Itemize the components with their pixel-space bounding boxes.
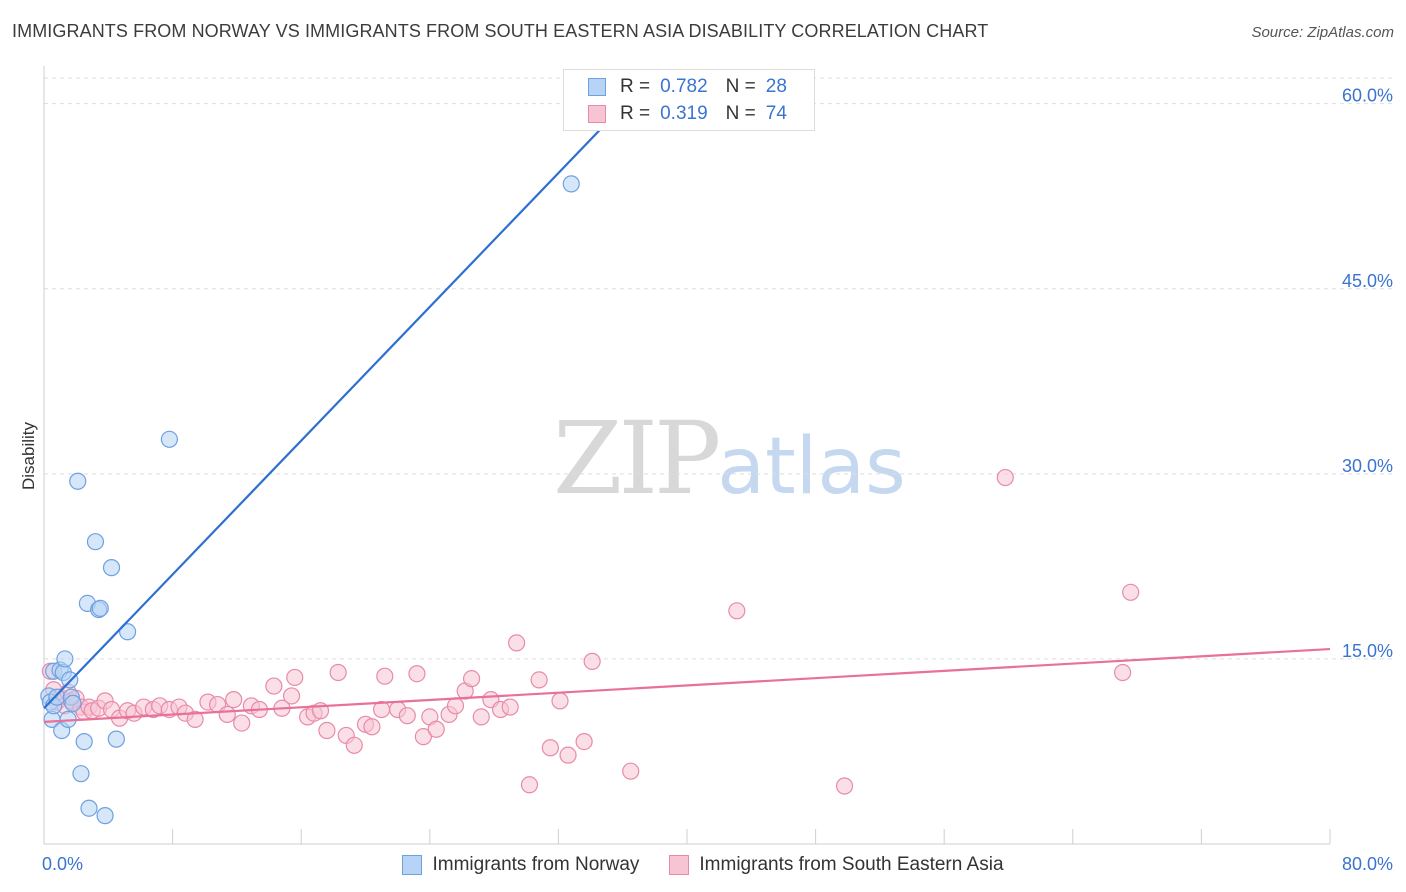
legend-label-norway: Immigrants from Norway: [432, 854, 640, 875]
data-points: [40, 175, 1140, 825]
data-point-sea: [622, 762, 640, 780]
data-point-sea: [376, 667, 394, 685]
legend-swatch-sea: [588, 105, 606, 123]
data-point-sea: [345, 736, 363, 754]
data-point-sea: [363, 718, 381, 736]
tick-labels: 15.0% 30.0% 45.0% 60.0% 0.0% 80.0%: [42, 86, 1393, 874]
data-point-sea: [835, 777, 854, 795]
data-point-sea: [559, 746, 577, 764]
data-point-sea: [329, 663, 347, 682]
data-point-norway: [107, 730, 125, 748]
data-point-sea: [265, 677, 283, 695]
data-point-norway: [56, 650, 74, 668]
legend-swatch-norway: [402, 855, 423, 875]
data-point-sea: [186, 710, 204, 728]
correlation-legend: R = 0.782 N = 28 R = 0.319 N = 74: [563, 69, 815, 131]
data-point-norway: [118, 623, 137, 641]
data-point-sea: [575, 732, 593, 751]
data-point-sea: [286, 668, 304, 687]
legend-r-value-sea: 0.319: [660, 103, 708, 124]
data-point-sea: [218, 705, 236, 724]
watermark: ZIPatlas: [553, 400, 906, 517]
legend-r-value-norway: 0.782: [660, 76, 708, 97]
legend-r-label: R =: [620, 103, 651, 124]
y-tick-label: 15.0%: [1342, 641, 1393, 661]
trend-lines: [43, 105, 1331, 723]
data-point-sea: [427, 720, 445, 738]
data-point-sea: [530, 671, 548, 689]
legend-swatch-norway: [588, 78, 606, 96]
watermark-zip: ZIP: [553, 400, 721, 517]
data-point-norway: [69, 472, 87, 490]
trend-line-sea: [43, 647, 1331, 723]
data-point-sea: [282, 687, 301, 705]
chart-title: IMMIGRANTS FROM NORWAY VS IMMIGRANTS FRO…: [12, 21, 989, 41]
data-point-sea: [472, 708, 490, 726]
legend-row-sea: R = 0.319 N = 74: [588, 101, 787, 127]
data-point-sea: [398, 707, 416, 725]
data-point-sea: [462, 670, 481, 688]
data-point-norway: [160, 430, 178, 448]
legend-label-sea: Immigrants from South Eastern Asia: [699, 854, 1004, 875]
data-point-sea: [541, 739, 559, 757]
trend-line-norway: [43, 105, 624, 710]
data-point-sea: [233, 714, 251, 732]
legend-row-norway: R = 0.782 N = 28: [588, 74, 787, 100]
data-point-sea: [414, 728, 432, 746]
legend-item-sea: Immigrants from South Eastern Asia: [669, 854, 1004, 876]
data-point-sea: [501, 698, 519, 716]
data-point-norway: [102, 559, 121, 577]
legend-item-norway: Immigrants from Norway: [402, 854, 639, 876]
gridlines: [44, 77, 1395, 660]
x-tick-label: 80.0%: [1342, 854, 1393, 874]
source-label: Source: ZipAtlas.com: [1251, 24, 1394, 41]
y-tick-label: 60.0%: [1342, 86, 1393, 106]
y-tick-label: 30.0%: [1342, 456, 1393, 476]
data-point-sea: [520, 776, 539, 794]
x-tick-label: 0.0%: [42, 854, 83, 874]
series-legend: Immigrants from Norway Immigrants from S…: [0, 852, 1406, 878]
data-point-norway: [91, 599, 109, 617]
y-tick-label: 45.0%: [1342, 271, 1393, 291]
data-point-norway: [80, 799, 98, 817]
data-point-sea: [551, 692, 569, 710]
data-point-sea: [1122, 583, 1140, 601]
watermark-atlas: atlas: [717, 422, 906, 512]
data-point-sea: [583, 652, 601, 670]
data-point-sea: [408, 665, 426, 683]
legend-n-label: N =: [725, 103, 756, 124]
legend-n-value-norway: 28: [765, 76, 787, 97]
data-point-norway: [48, 688, 66, 706]
legend-n-label: N =: [725, 76, 756, 97]
data-point-norway: [75, 732, 93, 751]
data-point-sea: [446, 697, 465, 715]
data-point-sea: [508, 634, 526, 652]
data-point-norway: [96, 807, 114, 825]
axes: [43, 66, 1331, 845]
data-point-norway: [86, 533, 105, 551]
data-point-sea: [728, 602, 746, 620]
data-point-sea: [996, 468, 1014, 487]
data-point-norway: [64, 694, 82, 712]
data-point-sea: [225, 691, 243, 709]
legend-r-label: R =: [620, 76, 651, 97]
legend-n-value-sea: 74: [765, 103, 787, 124]
data-point-sea: [1114, 663, 1132, 682]
data-point-sea: [318, 721, 336, 740]
legend-swatch-sea: [669, 855, 690, 875]
data-point-norway: [72, 765, 90, 783]
data-point-norway: [562, 175, 580, 193]
